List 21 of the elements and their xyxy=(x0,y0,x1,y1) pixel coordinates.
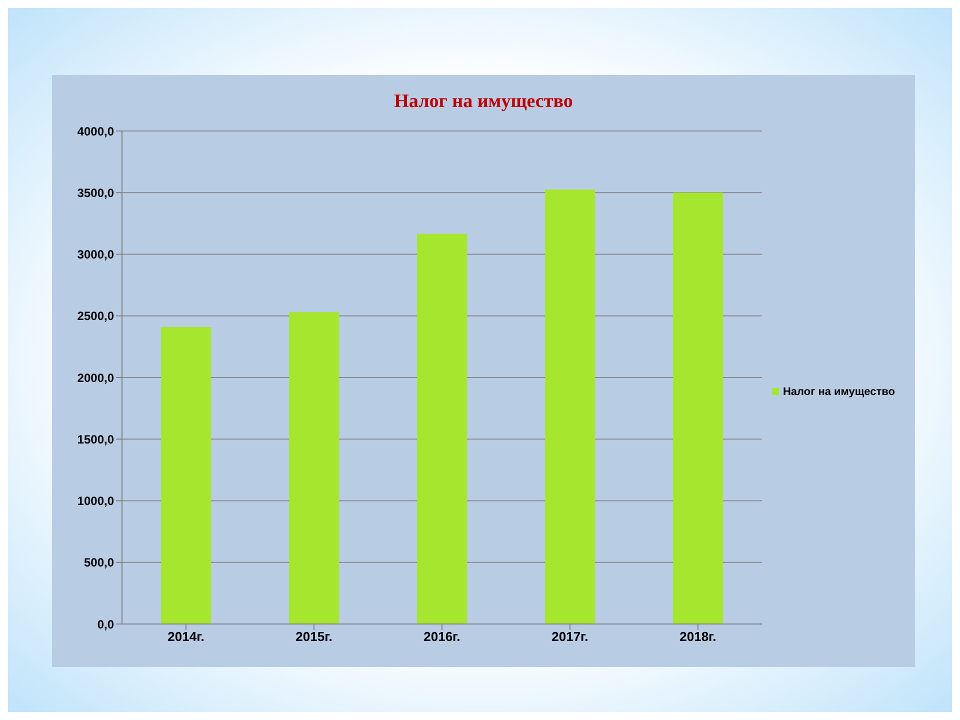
y-tick-label: 2000,0 xyxy=(77,370,114,385)
bar xyxy=(672,192,723,624)
bar xyxy=(161,326,211,624)
y-tick-label: 2500,0 xyxy=(77,309,114,324)
y-tick-label: 3000,0 xyxy=(77,248,114,262)
bar xyxy=(416,234,467,624)
bar xyxy=(288,312,339,624)
x-tick-label: 2018г. xyxy=(680,629,716,644)
y-tick-label: 3500,0 xyxy=(77,186,114,200)
x-tick-label: 2014г. xyxy=(168,629,204,644)
y-tick-label: 1500,0 xyxy=(77,432,114,446)
y-tick-label: 4000,0 xyxy=(77,124,114,138)
x-tick-label: 2016г. xyxy=(424,629,460,644)
legend-label: Налог на имущество xyxy=(782,386,895,398)
x-tick-label: 2017г. xyxy=(552,629,588,644)
y-tick-label: 0,0 xyxy=(97,617,114,632)
x-tick-label: 2015г. xyxy=(296,629,332,644)
y-tick-label: 500,0 xyxy=(84,556,114,570)
y-tick-label: 1000,0 xyxy=(77,494,114,508)
bar xyxy=(544,190,595,624)
chart-title: Налог на имущество xyxy=(393,91,574,113)
